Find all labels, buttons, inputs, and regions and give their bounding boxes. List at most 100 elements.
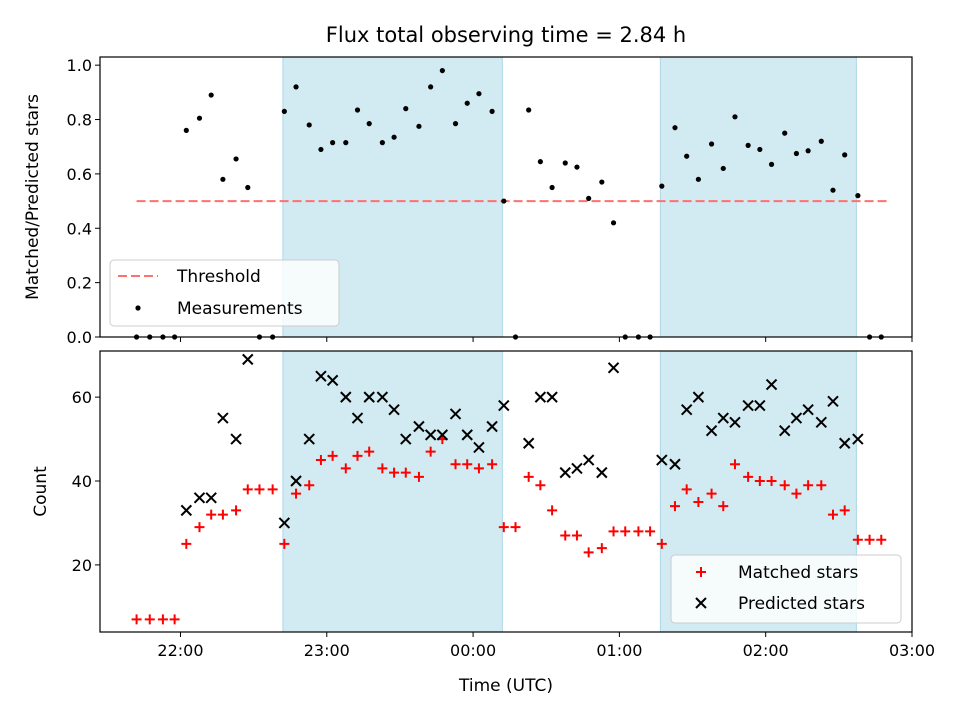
measurement-point xyxy=(391,134,397,140)
measurement-point xyxy=(549,184,555,191)
axes-frame xyxy=(99,350,913,633)
predicted-star-point xyxy=(669,458,681,470)
x-tick-label: 00:00 xyxy=(450,641,496,660)
y-axis-label: Matched/Predicted stars xyxy=(23,94,43,300)
predicted-star-point xyxy=(754,399,766,412)
measurement-point xyxy=(233,156,239,162)
predicted-star-point xyxy=(413,420,425,433)
matched-star-point xyxy=(754,476,765,487)
measurement-point xyxy=(830,187,836,193)
ratio-panel: 0.0 0.2 0.4 0.6 0.8 1.0 Matched/Predicted star… xyxy=(23,56,913,347)
measurement-point xyxy=(366,121,372,127)
measurement-point xyxy=(330,140,336,146)
measurement-point xyxy=(343,140,349,146)
measurement-point xyxy=(526,107,532,113)
predicted-star-point xyxy=(571,462,583,475)
measurement-point xyxy=(208,92,214,98)
predicted-star-point xyxy=(315,370,327,382)
matched-star-point xyxy=(864,534,875,545)
series-matched-stars xyxy=(131,434,887,625)
predicted-star-point xyxy=(802,404,814,416)
matched-star-point xyxy=(779,480,790,491)
matched-star-point xyxy=(340,463,351,474)
measurement-point xyxy=(855,193,861,199)
predicted-star-point xyxy=(376,391,389,403)
measurement-point xyxy=(452,121,459,127)
matched-star-point xyxy=(743,471,754,482)
y-tick-label: 0.2 xyxy=(67,274,92,293)
measurement-point xyxy=(610,220,617,226)
y-tick-label: 40 xyxy=(72,472,92,491)
matched-star-point xyxy=(413,471,424,482)
predicted-star-point xyxy=(680,404,693,416)
measurement-point xyxy=(293,84,299,90)
measurement-point xyxy=(281,108,287,114)
measurement-point xyxy=(439,67,445,74)
matched-star-point xyxy=(242,484,253,495)
measurement-point xyxy=(416,123,422,129)
measurement-point xyxy=(220,176,226,182)
measurement-point xyxy=(672,125,678,131)
predicted-star-point xyxy=(242,353,254,366)
measurement-point xyxy=(245,184,251,191)
measurement-point xyxy=(183,127,189,133)
y-tick-label: 0.6 xyxy=(67,165,92,184)
predicted-star-point xyxy=(729,416,741,429)
predicted-star-point xyxy=(765,378,778,391)
y-tick-label: 0.8 xyxy=(67,111,92,130)
legend: Threshold Measurements xyxy=(109,259,340,327)
shaded-span-0 xyxy=(282,350,503,633)
legend-predicted-label: Predicted stars xyxy=(738,594,865,614)
x-tick-label: 03:00 xyxy=(889,641,935,660)
predicted-star-point xyxy=(534,391,547,403)
matched-star-point xyxy=(803,480,814,491)
matched-star-point xyxy=(729,459,740,470)
matched-star-point xyxy=(254,484,265,495)
measurement-point xyxy=(306,122,312,128)
predicted-star-point xyxy=(326,374,339,387)
measurement-point xyxy=(501,198,507,204)
matched-star-point xyxy=(839,505,850,516)
measurement-point xyxy=(599,179,605,185)
predicted-star-point xyxy=(779,424,791,437)
matched-star-point xyxy=(596,543,607,554)
matched-star-point xyxy=(473,463,484,474)
shaded-span-1 xyxy=(659,56,857,338)
matched-star-point xyxy=(523,471,534,482)
legend-threshold-label: Threshold xyxy=(176,267,261,287)
predicted-star-point xyxy=(340,391,352,403)
matched-star-point xyxy=(169,614,180,625)
y-tick-label: 0.0 xyxy=(67,328,92,347)
matched-star-point xyxy=(352,450,363,461)
matched-star-point xyxy=(231,505,242,516)
predicted-star-point xyxy=(449,408,462,420)
y-tick-label: 60 xyxy=(72,388,92,407)
predicted-star-point xyxy=(363,391,375,403)
predicted-star-point xyxy=(290,475,302,487)
measurement-point xyxy=(757,146,763,153)
matched-star-point xyxy=(620,526,631,537)
matched-star-point xyxy=(560,530,571,541)
matched-star-point xyxy=(608,526,619,537)
matched-star-point xyxy=(693,496,704,507)
predicted-star-point xyxy=(607,362,620,374)
predicted-star-point xyxy=(717,412,729,424)
measurement-point xyxy=(562,160,568,166)
measurement-point xyxy=(745,142,751,148)
measurement-point xyxy=(537,159,543,165)
matched-star-point xyxy=(816,480,827,491)
x-tick-label: 02:00 xyxy=(743,641,789,660)
matched-star-point xyxy=(364,446,375,457)
predicted-star-point xyxy=(193,492,206,504)
measurement-point xyxy=(708,141,715,147)
axes-frame xyxy=(99,56,913,338)
predicted-star-point xyxy=(303,433,315,445)
chart-title: Flux total observing time = 2.84 h xyxy=(326,23,686,47)
legend-matched-swatch xyxy=(696,567,706,577)
matched-star-point xyxy=(131,614,142,625)
matched-star-point xyxy=(291,488,302,499)
matched-star-point xyxy=(498,522,509,533)
matched-star-point xyxy=(450,459,461,470)
y-tick-label: 20 xyxy=(72,556,92,575)
